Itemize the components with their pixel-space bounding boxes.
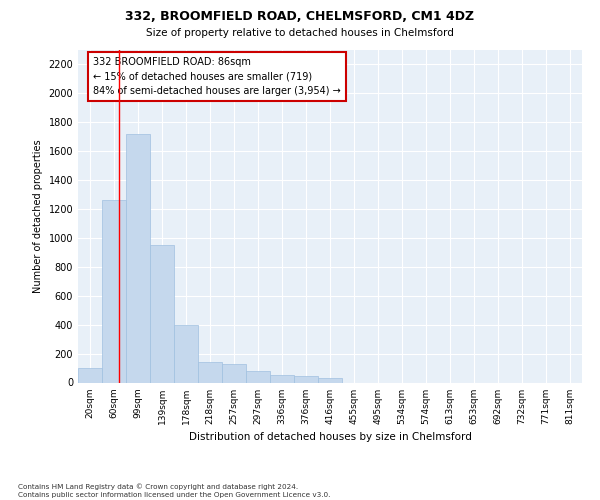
- Text: 332 BROOMFIELD ROAD: 86sqm
← 15% of detached houses are smaller (719)
84% of sem: 332 BROOMFIELD ROAD: 86sqm ← 15% of deta…: [93, 56, 341, 96]
- Y-axis label: Number of detached properties: Number of detached properties: [33, 140, 43, 293]
- Bar: [126, 134, 150, 382]
- Text: Contains HM Land Registry data © Crown copyright and database right 2024.
Contai: Contains HM Land Registry data © Crown c…: [18, 484, 331, 498]
- Bar: [246, 371, 270, 382]
- Text: 332, BROOMFIELD ROAD, CHELMSFORD, CM1 4DZ: 332, BROOMFIELD ROAD, CHELMSFORD, CM1 4D…: [125, 10, 475, 23]
- X-axis label: Distribution of detached houses by size in Chelmsford: Distribution of detached houses by size …: [188, 432, 472, 442]
- Bar: [198, 362, 222, 382]
- Bar: [294, 376, 318, 382]
- Text: Size of property relative to detached houses in Chelmsford: Size of property relative to detached ho…: [146, 28, 454, 38]
- Bar: [102, 200, 126, 382]
- Bar: [222, 364, 246, 382]
- Bar: [174, 324, 198, 382]
- Bar: [270, 374, 294, 382]
- Bar: [78, 368, 102, 382]
- Bar: [318, 378, 342, 382]
- Bar: [150, 245, 174, 382]
